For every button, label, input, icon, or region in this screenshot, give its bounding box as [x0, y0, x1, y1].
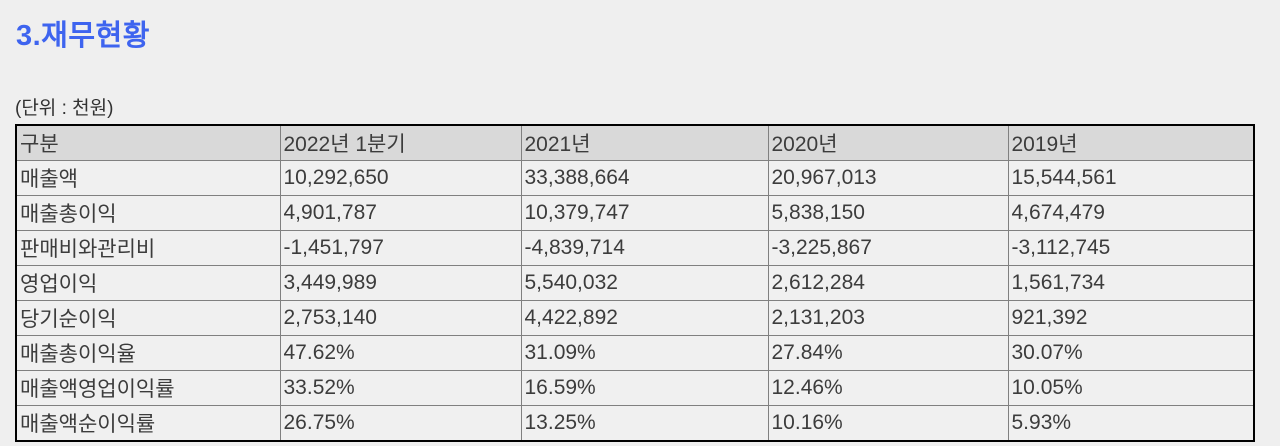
value-cell: -3,112,745: [1007, 230, 1255, 266]
value-cell: 31.09%: [520, 335, 769, 371]
row-label-cell: 영업이익: [15, 265, 281, 301]
value-cell: 921,392: [1007, 300, 1255, 336]
row-label-cell: 매출총이익: [15, 195, 281, 231]
value-cell: 10.05%: [1007, 370, 1255, 406]
table-row-net-margin: 매출액순이익률 26.75% 13.25% 10.16% 5.93%: [15, 405, 1255, 442]
value-cell: 5,540,032: [520, 265, 769, 301]
column-header-2022-q1: 2022년 1분기: [279, 124, 522, 161]
value-cell: 2,131,203: [767, 300, 1009, 336]
unit-label: (단위 : 천원): [15, 98, 114, 119]
value-cell: 33.52%: [279, 370, 522, 406]
table-row-gross-profit: 매출총이익 4,901,787 10,379,747 5,838,150 4,6…: [15, 195, 1255, 231]
row-label-cell: 매출액영업이익률: [15, 370, 281, 406]
row-label-cell: 매출액순이익률: [15, 405, 281, 442]
value-cell: 10.16%: [767, 405, 1009, 442]
value-cell: 10,292,650: [279, 160, 522, 196]
table-row-operating-income: 영업이익 3,449,989 5,540,032 2,612,284 1,561…: [15, 265, 1255, 301]
financial-table: 구분 2022년 1분기 2021년 2020년 2019년 매출액 10,29…: [15, 124, 1255, 442]
value-cell: 13.25%: [520, 405, 769, 442]
value-cell: 5,838,150: [767, 195, 1009, 231]
column-header-2019: 2019년: [1007, 124, 1255, 161]
value-cell: 1,561,734: [1007, 265, 1255, 301]
value-cell: 2,753,140: [279, 300, 522, 336]
value-cell: 27.84%: [767, 335, 1009, 371]
value-cell: 16.59%: [520, 370, 769, 406]
value-cell: 4,422,892: [520, 300, 769, 336]
page-title: 3.재무현황: [16, 20, 150, 52]
value-cell: 10,379,747: [520, 195, 769, 231]
value-cell: 47.62%: [279, 335, 522, 371]
table-row-revenue: 매출액 10,292,650 33,388,664 20,967,013 15,…: [15, 160, 1255, 196]
value-cell: -4,839,714: [520, 230, 769, 266]
row-label-cell: 판매비와관리비: [15, 230, 281, 266]
value-cell: 20,967,013: [767, 160, 1009, 196]
row-label-cell: 매출총이익율: [15, 335, 281, 371]
table-row-sga-expenses: 판매비와관리비 -1,451,797 -4,839,714 -3,225,867…: [15, 230, 1255, 266]
row-label-cell: 당기순이익: [15, 300, 281, 336]
column-header-2021: 2021년: [520, 124, 769, 161]
table-row-operating-margin: 매출액영업이익률 33.52% 16.59% 12.46% 10.05%: [15, 370, 1255, 406]
row-label-cell: 매출액: [15, 160, 281, 196]
value-cell: 30.07%: [1007, 335, 1255, 371]
value-cell: -3,225,867: [767, 230, 1009, 266]
column-header-category: 구분: [15, 124, 281, 161]
table-row-net-income: 당기순이익 2,753,140 4,422,892 2,131,203 921,…: [15, 300, 1255, 336]
value-cell: 33,388,664: [520, 160, 769, 196]
table-row-gross-margin: 매출총이익율 47.62% 31.09% 27.84% 30.07%: [15, 335, 1255, 371]
value-cell: -1,451,797: [279, 230, 522, 266]
value-cell: 4,901,787: [279, 195, 522, 231]
column-header-2020: 2020년: [767, 124, 1009, 161]
value-cell: 12.46%: [767, 370, 1009, 406]
value-cell: 2,612,284: [767, 265, 1009, 301]
table-header-row: 구분 2022년 1분기 2021년 2020년 2019년: [15, 124, 1255, 161]
value-cell: 4,674,479: [1007, 195, 1255, 231]
value-cell: 26.75%: [279, 405, 522, 442]
value-cell: 3,449,989: [279, 265, 522, 301]
value-cell: 15,544,561: [1007, 160, 1255, 196]
value-cell: 5.93%: [1007, 405, 1255, 442]
